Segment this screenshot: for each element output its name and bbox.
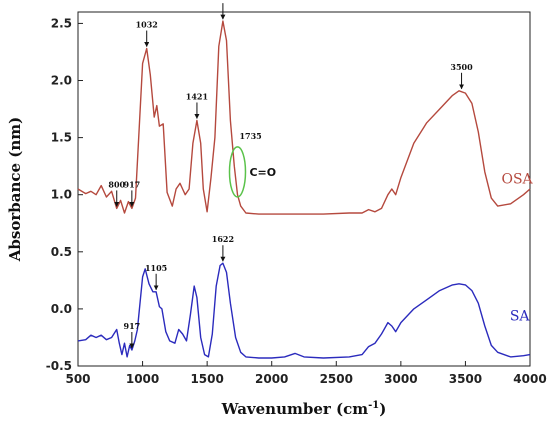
x-tick-label: 500 xyxy=(65,372,90,386)
x-tick-label: 3000 xyxy=(384,372,417,386)
y-tick-label: 1.5 xyxy=(51,131,72,145)
series-label: SA xyxy=(510,308,531,324)
carbonyl-group-label: C=O xyxy=(249,166,276,179)
x-tick-label: 2000 xyxy=(255,372,288,386)
series-labels: OSA SA xyxy=(501,171,533,324)
peak-annotations: 8009171032142116223500917110516221735C=O xyxy=(108,0,473,349)
peak-label: 1622 xyxy=(212,0,234,2)
peak-label: 1622 xyxy=(212,234,234,244)
peak-label: 917 xyxy=(124,321,141,331)
peak-label: 1032 xyxy=(136,20,158,30)
y-tick-label: 2.5 xyxy=(51,16,72,30)
y-axis-title: Absorbance (nm) xyxy=(6,117,24,262)
x-axis-title-superscript: -1 xyxy=(368,400,379,411)
y-tick-label: 0.5 xyxy=(51,245,72,259)
carbonyl-peak-label: 1735 xyxy=(239,131,261,141)
peak-label: 3500 xyxy=(450,62,473,72)
peak-label: 1421 xyxy=(186,91,208,101)
x-tick-label: 2500 xyxy=(320,372,353,386)
x-tick-label: 4000 xyxy=(513,372,546,386)
peak-label: 917 xyxy=(124,179,141,189)
x-axis-title-close: ) xyxy=(379,400,386,418)
peak-label: 1105 xyxy=(145,263,167,273)
x-axis-ticks: 500 1000 1500 2000 2500 3000 3500 4000 xyxy=(65,361,547,386)
carbonyl-ellipse xyxy=(228,146,247,198)
y-tick-label: 0.0 xyxy=(51,302,72,316)
y-tick-label: -0.5 xyxy=(46,359,72,373)
x-axis-title-main: Wavenumber (cm xyxy=(221,400,369,418)
series-line-osa xyxy=(77,20,531,215)
peak-label: 800 xyxy=(108,179,125,189)
series-line-sa xyxy=(77,262,531,359)
y-axis-ticks: -0.5 0.0 0.5 1.0 1.5 2.0 2.5 xyxy=(46,16,83,373)
series-label: OSA xyxy=(501,171,533,187)
y-tick-label: 2.0 xyxy=(51,74,72,88)
x-tick-label: 3500 xyxy=(449,372,482,386)
x-tick-label: 1000 xyxy=(126,372,159,386)
y-tick-label: 1.0 xyxy=(51,188,72,202)
x-tick-label: 1500 xyxy=(190,372,223,386)
x-axis-title: Wavenumber (cm-1) xyxy=(221,400,387,418)
